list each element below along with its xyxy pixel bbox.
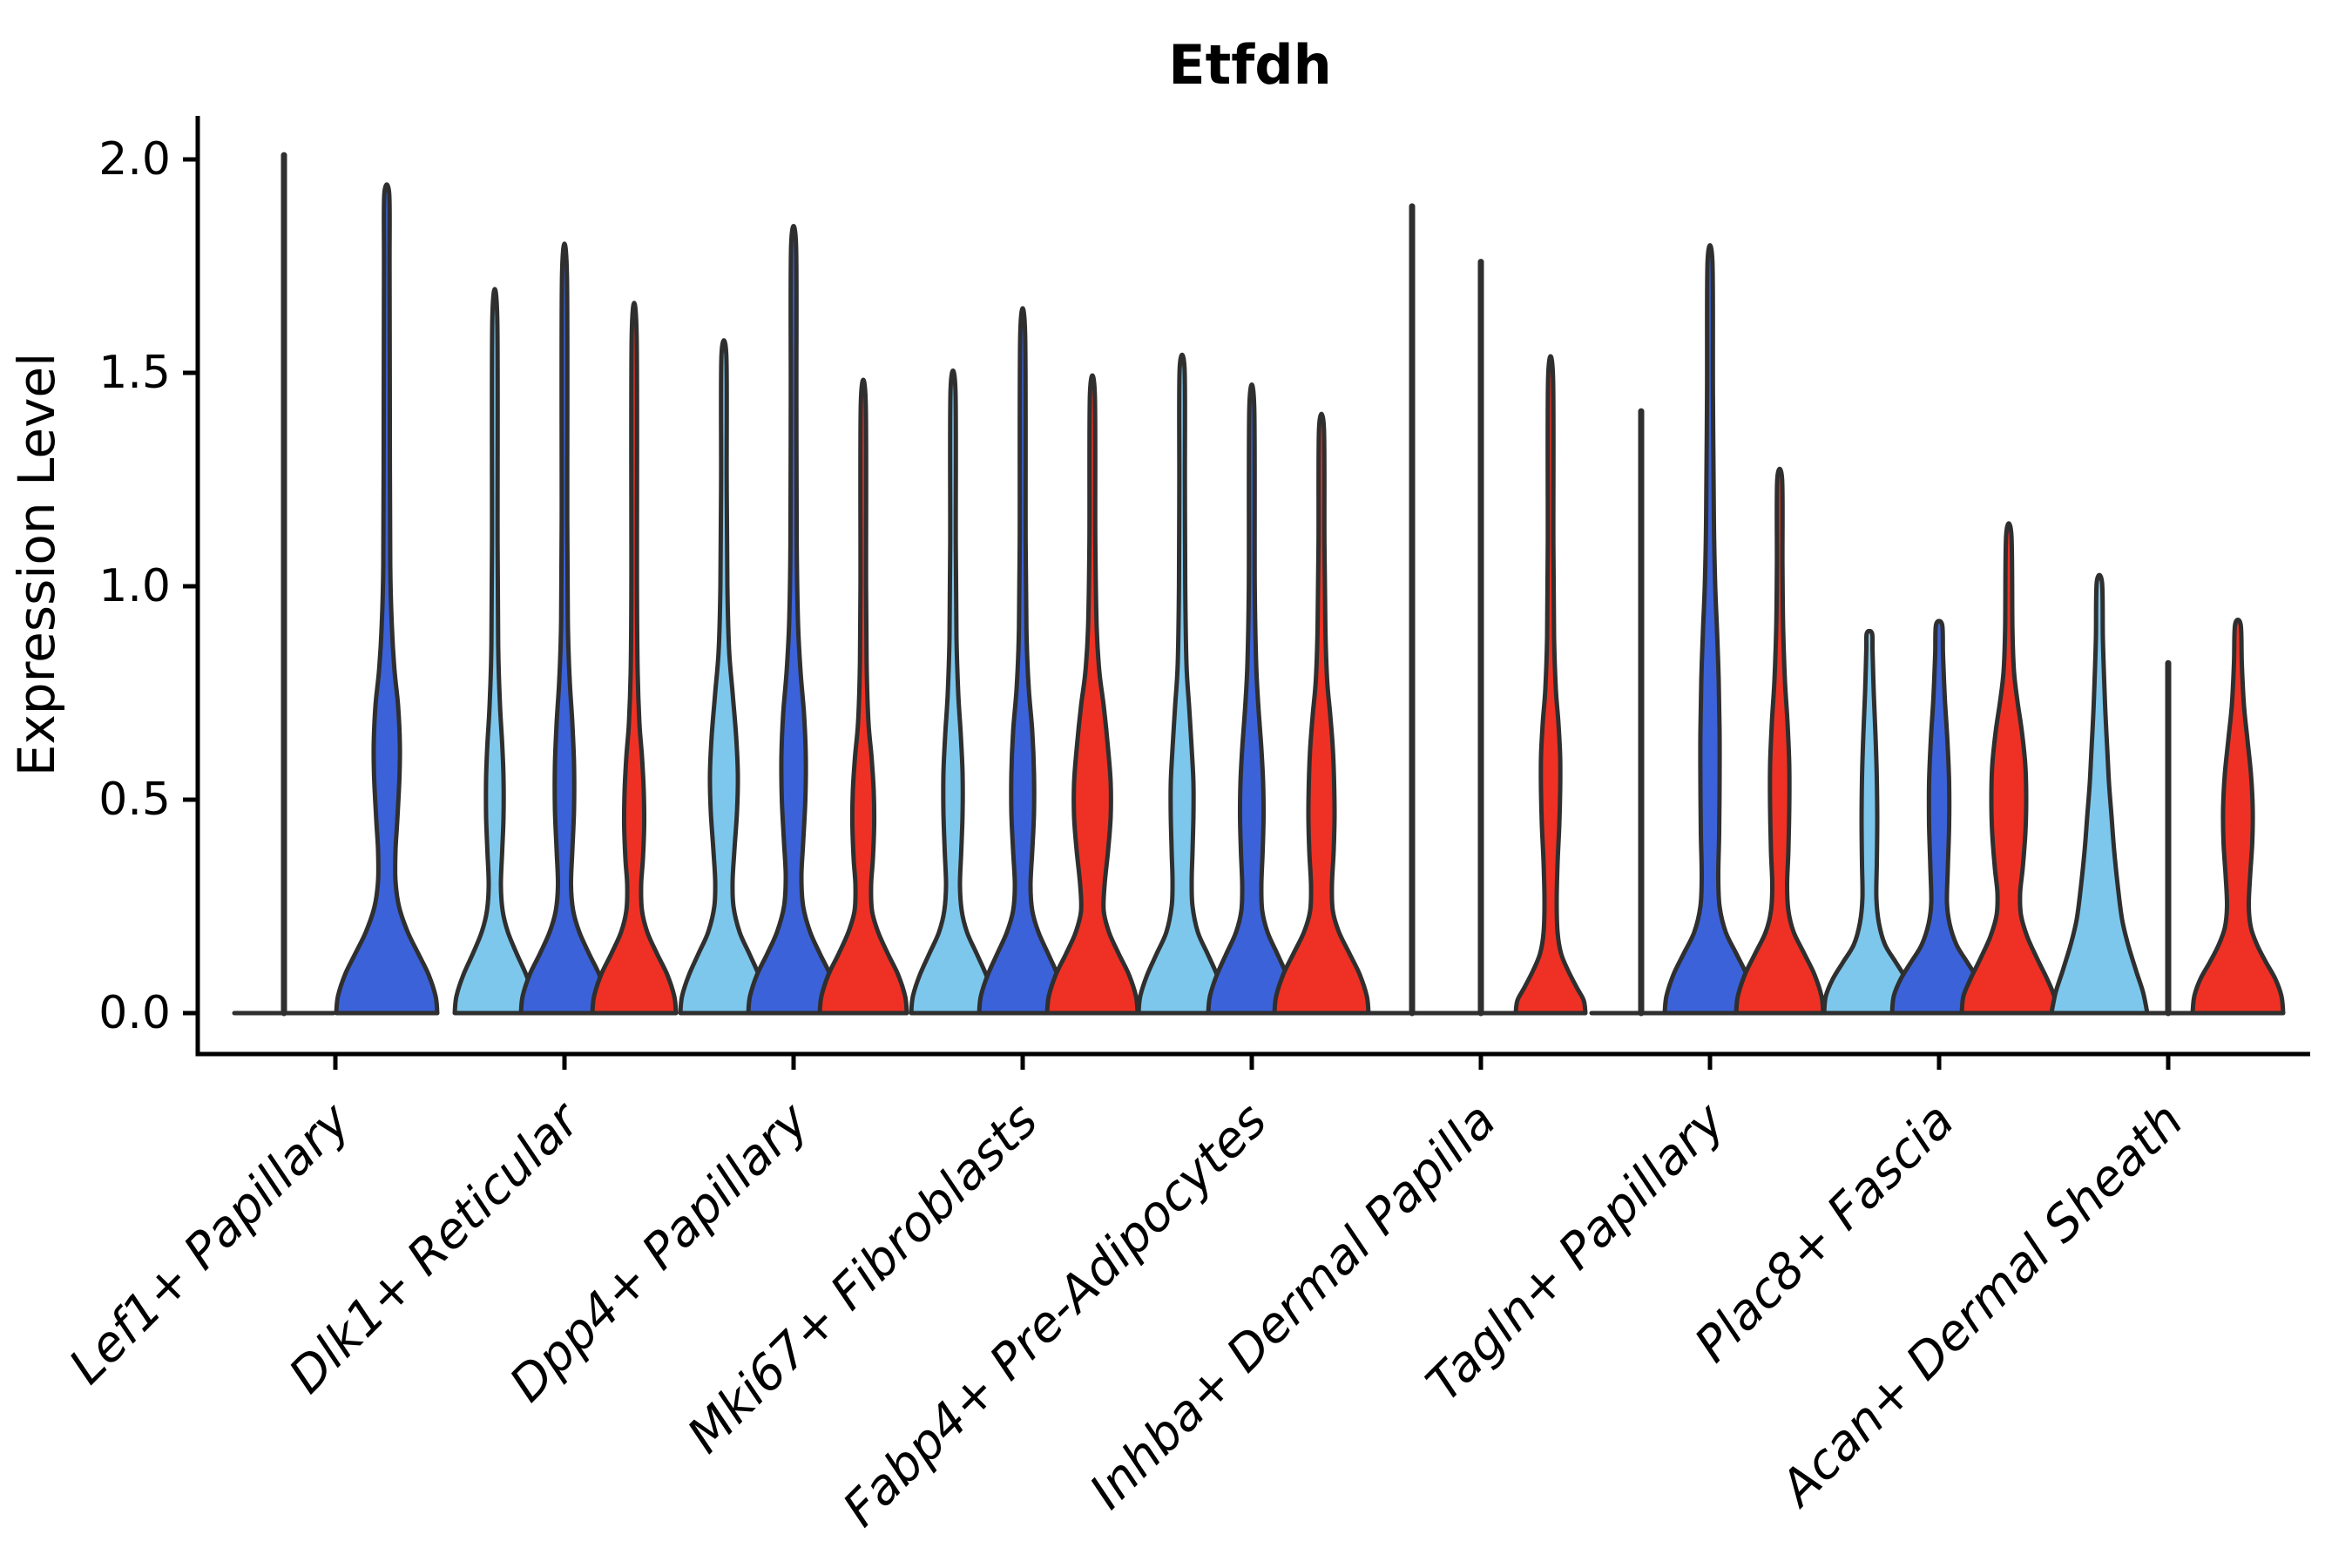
violin-red bbox=[590, 301, 679, 1016]
violin-blue bbox=[1206, 382, 1298, 1016]
x-tick-label: Inhba+ Dermal Papilla bbox=[1079, 1092, 1507, 1520]
violin-red bbox=[1959, 521, 2058, 1016]
x-tick-label: Acan+ Dermal Sheath bbox=[1768, 1092, 2194, 1518]
violin-light_blue bbox=[1136, 352, 1228, 1016]
y-tick-label: 1.5 bbox=[98, 347, 171, 399]
violin-red bbox=[1272, 411, 1371, 1016]
violin-red bbox=[817, 377, 909, 1016]
y-axis-label: Expression Level bbox=[7, 353, 66, 776]
violin-blue bbox=[1889, 618, 1989, 1016]
chart-title: Etfdh bbox=[1168, 33, 1331, 97]
violin-blue bbox=[1662, 243, 1758, 1016]
violin-light_blue bbox=[909, 368, 997, 1016]
x-tick-label: Fabp4+ Pre-Adipocytes bbox=[833, 1092, 1278, 1538]
violin-light_blue bbox=[452, 287, 537, 1016]
y-tick-label: 0.0 bbox=[98, 987, 171, 1039]
y-tick-label: 0.5 bbox=[98, 774, 171, 826]
y-tick-label: 1.0 bbox=[98, 560, 171, 612]
violin-blue bbox=[518, 241, 611, 1016]
violin-layer bbox=[232, 152, 2286, 1017]
violin-light_blue bbox=[1821, 628, 1917, 1016]
y-tick-label: 2.0 bbox=[98, 133, 171, 186]
violin-blue bbox=[334, 182, 440, 1016]
violin-light_blue bbox=[2049, 572, 2150, 1016]
violin-red bbox=[2190, 618, 2286, 1016]
violin-blue bbox=[977, 306, 1069, 1016]
violin-red bbox=[1513, 354, 1588, 1016]
violin-red bbox=[1734, 466, 1826, 1016]
violin-red bbox=[1044, 373, 1140, 1016]
axes-layer: 2.0 1.5 1.0 0.5 0.0 bbox=[98, 116, 2310, 1070]
violin-blue bbox=[746, 224, 841, 1016]
violin-light_blue bbox=[678, 338, 770, 1016]
